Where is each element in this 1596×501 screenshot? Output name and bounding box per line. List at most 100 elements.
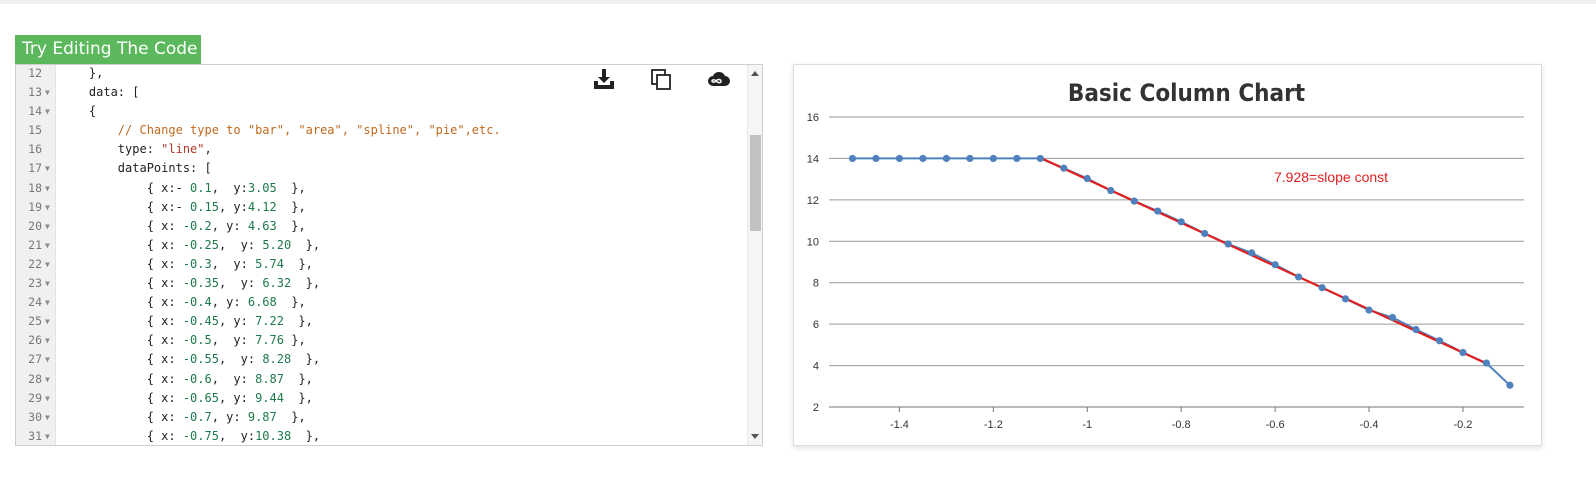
code-line[interactable]: 23 ▼ { x: -0.35, y: 6.32 }, (16, 274, 746, 293)
line-number: 21 (28, 237, 42, 252)
fold-arrow-icon[interactable]: ▼ (45, 412, 50, 422)
fold-arrow-icon[interactable]: ▼ (45, 88, 50, 98)
code-token: }, (283, 390, 313, 405)
code-line[interactable]: 15 // Change type to "bar", "area", "spl… (16, 121, 746, 140)
code-line[interactable]: 24 ▼ { x: -0.4, y: 6.68 }, (16, 293, 746, 312)
code-line[interactable]: 22 ▼ { x: -0.3, y: 5.74 }, (16, 255, 746, 274)
fold-arrow-icon[interactable]: ▼ (45, 317, 50, 327)
fold-arrow-icon[interactable]: ▼ (45, 164, 50, 174)
code-token: , y: (218, 428, 256, 443)
scrollbar-thumb[interactable] (750, 135, 761, 231)
code-token: }, (276, 218, 306, 233)
data-point (1341, 295, 1350, 303)
code-token: , y: (211, 371, 256, 386)
y-tick-label: 6 (813, 319, 819, 331)
code-line[interactable]: 12 }, (16, 65, 746, 83)
code-token: }, (284, 333, 306, 348)
code-line[interactable]: 16 type: "line", (16, 140, 746, 159)
code-text: { x: -0.5, y: 7.76 }, (60, 331, 306, 350)
code-line[interactable]: 20 ▼ { x: -0.2, y: 4.63 }, (16, 217, 746, 236)
code-token: }, (276, 199, 306, 214)
data-point (989, 154, 997, 163)
code-token-num: 0.1 (190, 180, 212, 195)
data-point (942, 154, 950, 163)
x-tick-label: -0.2 (1453, 419, 1472, 431)
y-tick-label: 14 (807, 153, 819, 165)
y-tick-label: 2 (813, 402, 819, 414)
data-point (1482, 359, 1491, 367)
scroll-down-arrow[interactable] (751, 434, 759, 439)
data-point (1224, 240, 1232, 248)
line-number: 26 (28, 333, 42, 348)
fold-arrow-icon[interactable]: ▼ (45, 336, 50, 346)
x-tick-label: -0.8 (1172, 419, 1191, 431)
fold-arrow-icon[interactable]: ▼ (45, 393, 50, 403)
code-text: { x: -0.45, y: 7.22 }, (60, 312, 313, 331)
editor-scrollbar[interactable] (747, 65, 762, 445)
x-tick-label: -0.6 (1266, 419, 1285, 431)
code-line[interactable]: 14 ▼ { (16, 102, 746, 121)
code-line[interactable]: 31 ▼ { x: -0.75, y:10.38 }, (16, 427, 746, 445)
code-line[interactable]: 13 ▼ data: [ (16, 83, 746, 102)
code-line[interactable]: 19 ▼ { x:- 0.15, y:4.12 }, (16, 198, 746, 217)
download-icon[interactable] (592, 67, 616, 91)
line-number: 20 (28, 218, 42, 233)
fold-arrow-icon[interactable]: ▼ (45, 221, 50, 231)
code-line[interactable]: 21 ▼ { x: -0.25, y: 5.20 }, (16, 236, 746, 255)
code-line[interactable]: 17 ▼ dataPoints: [ (16, 159, 746, 178)
code-token-num: -0.7 (182, 409, 212, 424)
code-editor[interactable]: 12 }, 13 ▼ data: [14 ▼ {15 // Change type t… (15, 64, 763, 446)
data-point (1154, 207, 1162, 215)
cloud-icon[interactable] (707, 67, 731, 91)
scroll-up-arrow[interactable] (751, 71, 759, 76)
fold-arrow-icon[interactable]: ▼ (45, 355, 50, 365)
code-line[interactable]: 29 ▼ { x: -0.65, y: 9.44 }, (16, 389, 746, 408)
code-token: { x: (60, 409, 183, 424)
fold-arrow-icon[interactable]: ▼ (45, 240, 50, 250)
code-token-num: -0.5 (182, 333, 212, 348)
code-token: , y: (211, 218, 248, 233)
code-line[interactable]: 18 ▼ { x:- 0.1, y:3.05 }, (16, 179, 746, 198)
fold-arrow-icon[interactable]: ▼ (45, 107, 50, 117)
fold-arrow-icon[interactable]: ▼ (45, 298, 50, 308)
data-point (1013, 154, 1021, 163)
series-line (852, 157, 1511, 387)
code-line[interactable]: 28 ▼ { x: -0.6, y: 8.87 }, (16, 370, 746, 389)
code-token: { x: (60, 256, 183, 271)
code-line[interactable]: 30 ▼ { x: -0.7, y: 9.87 }, (16, 408, 746, 427)
code-text: { x: -0.7, y: 9.87 }, (60, 408, 306, 427)
line-number: 24 (28, 295, 42, 310)
code-text: dataPoints: [ (60, 159, 212, 178)
code-line[interactable]: 27 ▼ { x: -0.55, y: 8.28 }, (16, 350, 746, 369)
data-point (895, 154, 904, 163)
code-token: }, (276, 180, 306, 195)
code-token-num: 4.12 (247, 199, 277, 214)
data-point (1271, 261, 1279, 269)
code-token: { x: (60, 295, 183, 310)
code-text: { x: -0.65, y: 9.44 }, (60, 389, 313, 408)
data-point (1318, 284, 1326, 292)
line-number: 22 (28, 256, 42, 271)
code-token-num: -0.45 (182, 314, 219, 329)
code-text: }, (60, 65, 103, 83)
code-token: }, (284, 256, 313, 271)
fold-arrow-icon[interactable]: ▼ (45, 279, 50, 289)
code-token: , y: (218, 199, 248, 214)
code-token: { x: (60, 390, 183, 405)
line-number: 31 (28, 428, 42, 443)
code-token-num: 3.05 (247, 180, 277, 195)
fold-arrow-icon[interactable]: ▼ (45, 374, 50, 384)
line-number: 12 (28, 66, 42, 80)
fold-arrow-icon[interactable]: ▼ (45, 431, 50, 441)
code-token: dataPoints: [ (60, 161, 212, 176)
line-number: 28 (28, 371, 42, 386)
fold-arrow-icon[interactable]: ▼ (45, 259, 50, 269)
code-line[interactable]: 25 ▼ { x: -0.45, y: 7.22 }, (16, 312, 746, 331)
fold-arrow-icon[interactable]: ▼ (45, 202, 50, 212)
fold-arrow-icon[interactable]: ▼ (45, 183, 50, 193)
code-lines[interactable]: 12 }, 13 ▼ data: [14 ▼ {15 // Change type t… (16, 65, 746, 445)
copy-icon[interactable] (649, 67, 673, 91)
code-line[interactable]: 26 ▼ { x: -0.5, y: 7.76 }, (16, 331, 746, 350)
code-text: { x:- 0.15, y:4.12 }, (60, 198, 306, 217)
code-token-num: 10.38 (255, 428, 292, 443)
